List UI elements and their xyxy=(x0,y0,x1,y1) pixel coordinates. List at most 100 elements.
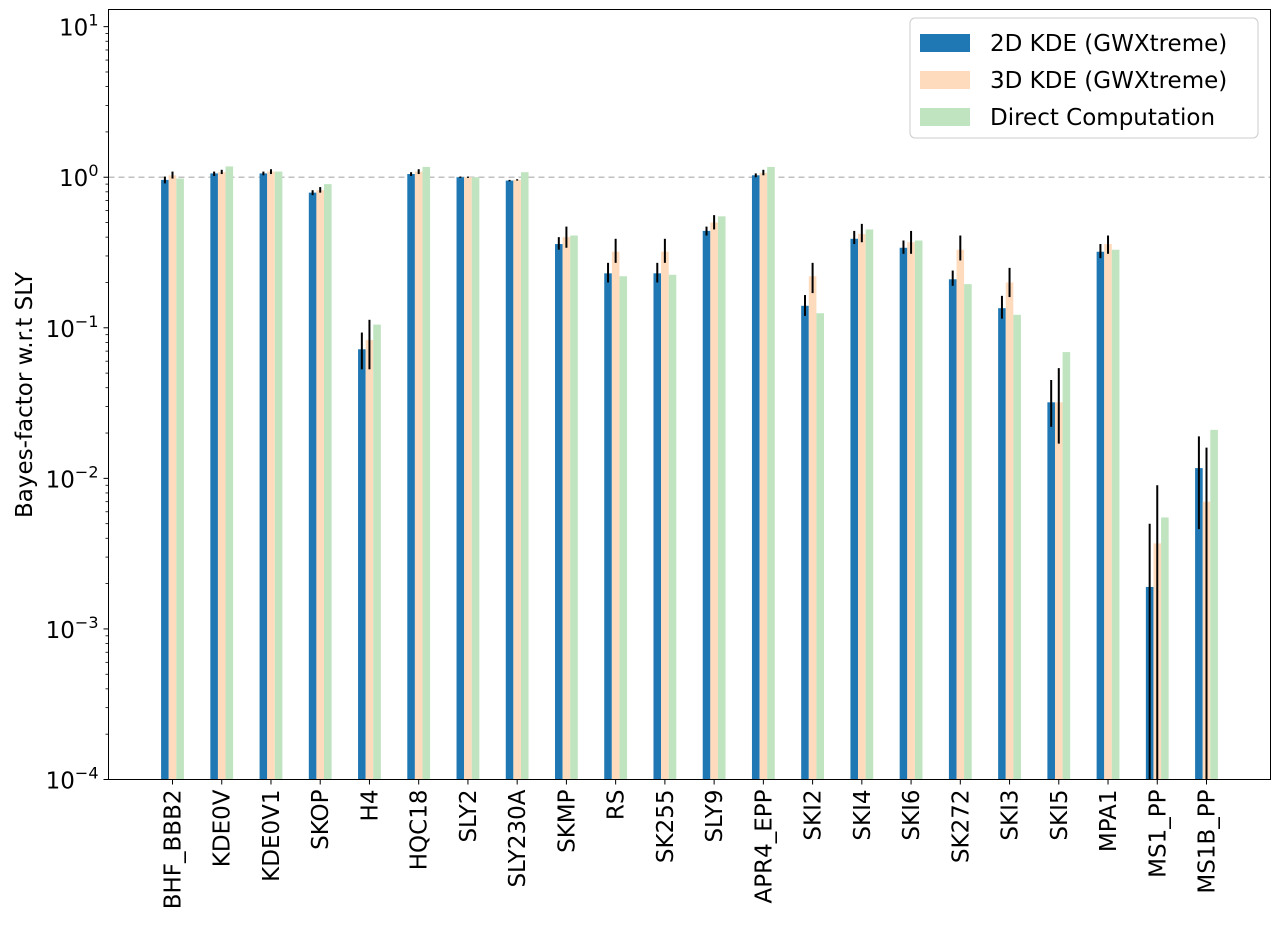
bar-3-skmp xyxy=(570,235,578,780)
x-axis: BHF_BBB2 KDE0V KDE0V1 SKOP H4 HQC18 SLY2 SLY230… xyxy=(161,779,1221,910)
y-tick-label: 10−2 xyxy=(46,462,99,493)
bar-1-sly2 xyxy=(456,177,465,780)
legend-label-2: 3D KDE (GWXtreme) xyxy=(990,68,1227,94)
bar-2-hqc18 xyxy=(414,171,423,780)
x-tick-label: BHF_BBB2 xyxy=(161,790,187,910)
bar-3-ms1_pp xyxy=(1161,517,1169,780)
bar-3-ski4 xyxy=(865,229,874,780)
bar-1-rs xyxy=(604,273,612,780)
bar-2-ski4 xyxy=(858,233,866,780)
y-axis: 10−4 10−3 10−2 10−1 100 101 xyxy=(46,11,109,795)
bar-3-kde0v xyxy=(225,166,234,780)
bar-1-skop xyxy=(308,192,317,780)
plot-frame xyxy=(108,9,1271,780)
x-tick-label: KDE0V xyxy=(210,789,236,867)
x-tick-label: SKI2 xyxy=(801,790,827,841)
x-tick-label: MS1_PP xyxy=(1145,789,1171,877)
bar-2-kde0v1 xyxy=(267,171,275,780)
bar-3-hqc18 xyxy=(422,166,431,780)
bar-2-h4 xyxy=(365,339,374,780)
x-tick-label: KDE0V1 xyxy=(259,790,285,882)
bar-1-skmp xyxy=(555,244,563,780)
bar-3-kde0v1 xyxy=(274,171,283,780)
legend: 2D KDE (GWXtreme) 3D KDE (GWXtreme) Direct… xyxy=(909,17,1259,139)
x-tick-label: SKMP xyxy=(554,789,580,853)
bar-3-ski3 xyxy=(1013,314,1021,780)
bar-3-sly9 xyxy=(717,216,726,780)
bar-3-rs xyxy=(619,276,628,780)
bar-2-sk255 xyxy=(661,251,669,780)
bar-2-sk272 xyxy=(956,249,965,780)
x-tick-label: SKI5 xyxy=(1047,790,1073,841)
bar-3-ski6 xyxy=(914,240,923,780)
bar-3-skop xyxy=(324,184,332,780)
x-tick-label: H4 xyxy=(357,790,383,822)
bar-1-bhf_bbb2 xyxy=(161,179,169,780)
bar-1-ski3 xyxy=(998,308,1006,780)
bar-1-apr4_epp xyxy=(751,175,760,780)
bar-3-sk272 xyxy=(964,284,972,780)
bar-1-sly9 xyxy=(702,230,711,780)
bar-1-hqc18 xyxy=(407,174,415,780)
bar-1-sly230a xyxy=(505,180,514,780)
x-tick-label: RS xyxy=(604,790,630,821)
bar-3-sly230a xyxy=(520,172,529,780)
x-tick-label: SK255 xyxy=(653,790,679,864)
x-tick-label: SLY230A xyxy=(505,789,531,887)
x-tick-label: APR4_EPP xyxy=(751,789,777,903)
x-tick-label: SKI4 xyxy=(850,790,876,841)
bar-2-ski2 xyxy=(808,276,817,780)
bar-2-ski6 xyxy=(907,242,915,780)
bar-1-ms1b_pp xyxy=(1195,468,1203,780)
bar-1-kde0v1 xyxy=(259,173,268,780)
bar-3-h4 xyxy=(373,324,381,780)
bar-3-ski5 xyxy=(1062,352,1071,780)
bar-2-skop xyxy=(316,190,325,780)
legend-box xyxy=(909,17,1259,139)
bar-1-h4 xyxy=(358,349,366,780)
y-tick-label: 10−1 xyxy=(46,312,99,343)
x-tick-label: SLY2 xyxy=(456,790,482,843)
bar-2-sly9 xyxy=(710,222,718,780)
legend-label-3: Direct Computation xyxy=(990,105,1215,131)
bar-3-apr4_epp xyxy=(767,166,775,780)
bar-2-skmp xyxy=(562,237,571,780)
bar-1-sk272 xyxy=(948,279,957,780)
bar-2-sly230a xyxy=(513,179,521,780)
y-tick-label: 10−3 xyxy=(46,613,99,644)
bar-2-bhf_bbb2 xyxy=(168,175,177,780)
bar-3-sk255 xyxy=(668,274,677,780)
bar-2-sly2 xyxy=(464,177,472,780)
legend-swatch-1 xyxy=(920,34,970,52)
bar-1-mpa1 xyxy=(1096,251,1105,780)
bar-1-sk255 xyxy=(653,273,662,780)
x-tick-label: SLY9 xyxy=(702,790,728,843)
bar-2-kde0v xyxy=(217,172,226,780)
bar-1-ski5 xyxy=(1047,402,1055,780)
bar-2-ski3 xyxy=(1005,282,1014,780)
y-tick-label: 10−4 xyxy=(46,764,99,795)
bar-3-bhf_bbb2 xyxy=(176,178,184,780)
bar-2-ski5 xyxy=(1054,402,1063,780)
x-tick-label: MPA1 xyxy=(1096,790,1122,853)
legend-label-1: 2D KDE (GWXtreme) xyxy=(990,31,1227,57)
legend-swatch-2 xyxy=(920,71,970,89)
y-tick-label: 100 xyxy=(59,161,98,192)
bar-3-ski2 xyxy=(816,313,824,780)
x-tick-label: HQC18 xyxy=(407,790,433,871)
x-tick-label: MS1B_PP xyxy=(1195,789,1221,893)
bar-3-sly2 xyxy=(471,177,480,780)
y-axis-label: Bayes-factor w.r.t SLY xyxy=(12,271,38,518)
bar-1-kde0v xyxy=(210,173,218,780)
bars-group xyxy=(161,166,1218,780)
bar-1-ski4 xyxy=(850,238,859,780)
bar-2-rs xyxy=(611,251,620,780)
x-tick-label: SKI6 xyxy=(899,790,925,841)
bar-3-mpa1 xyxy=(1111,249,1120,780)
error-bars-group xyxy=(163,169,1208,780)
bar-2-mpa1 xyxy=(1104,244,1112,780)
x-tick-label: SKI3 xyxy=(998,790,1024,841)
y-tick-label: 101 xyxy=(59,11,98,42)
